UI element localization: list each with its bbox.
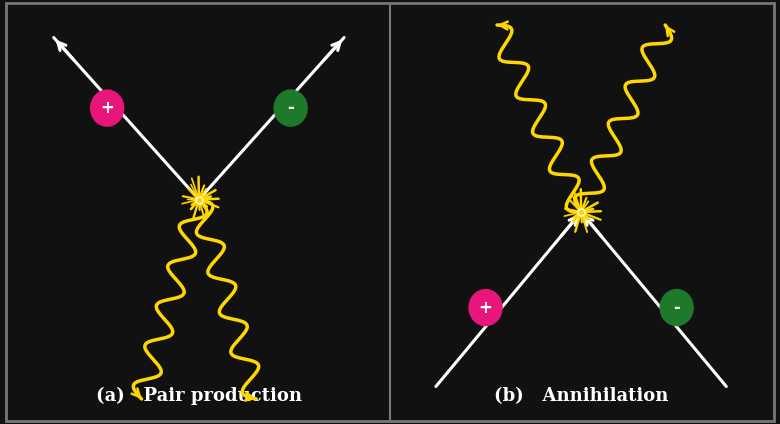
Text: -: - [287, 99, 294, 117]
Text: +: + [479, 298, 492, 317]
Text: +: + [101, 99, 114, 117]
Circle shape [274, 89, 308, 127]
Circle shape [659, 289, 694, 326]
Text: (a)   Pair production: (a) Pair production [96, 387, 302, 405]
Circle shape [90, 89, 124, 127]
Text: (b)   Annihilation: (b) Annihilation [494, 387, 668, 405]
Circle shape [468, 289, 503, 326]
Text: -: - [673, 298, 680, 317]
